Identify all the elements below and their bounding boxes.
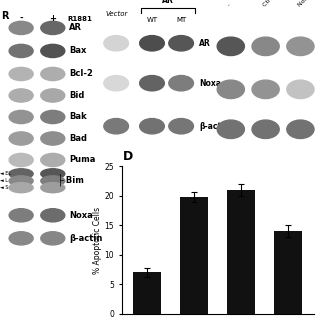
Text: B: B xyxy=(94,0,103,3)
Ellipse shape xyxy=(287,80,314,99)
Ellipse shape xyxy=(9,232,33,245)
Ellipse shape xyxy=(41,68,65,81)
Ellipse shape xyxy=(140,76,164,91)
Text: +: + xyxy=(49,14,56,23)
Text: Bid: Bid xyxy=(69,91,84,100)
Ellipse shape xyxy=(169,118,193,134)
Ellipse shape xyxy=(287,120,314,139)
Ellipse shape xyxy=(41,89,65,102)
Ellipse shape xyxy=(41,176,65,186)
Text: β-actin: β-actin xyxy=(199,122,229,131)
Ellipse shape xyxy=(169,36,193,51)
Text: ◄ EL: ◄ EL xyxy=(0,171,11,176)
Text: Noxa: Noxa xyxy=(69,211,93,220)
Text: WT: WT xyxy=(147,17,157,23)
Ellipse shape xyxy=(140,118,164,134)
Ellipse shape xyxy=(9,110,33,124)
Text: Noxa si: Noxa si xyxy=(297,0,317,8)
Text: ◄ S: ◄ S xyxy=(0,185,8,190)
Y-axis label: % Apoptotic Cells: % Apoptotic Cells xyxy=(92,206,101,274)
Ellipse shape xyxy=(41,232,65,245)
Ellipse shape xyxy=(104,118,128,134)
Ellipse shape xyxy=(9,169,33,179)
Ellipse shape xyxy=(140,36,164,51)
Ellipse shape xyxy=(41,21,65,35)
Bar xyxy=(180,197,208,314)
Ellipse shape xyxy=(252,80,279,99)
Ellipse shape xyxy=(9,153,33,167)
Ellipse shape xyxy=(9,21,33,35)
Text: -: - xyxy=(227,3,232,8)
Ellipse shape xyxy=(41,44,65,58)
Ellipse shape xyxy=(9,209,33,222)
Text: -: - xyxy=(19,14,23,23)
Text: Bad: Bad xyxy=(69,134,87,143)
Text: AR: AR xyxy=(69,23,82,32)
Bar xyxy=(133,272,161,314)
Ellipse shape xyxy=(104,36,128,51)
Text: R1881: R1881 xyxy=(67,16,92,22)
Bar xyxy=(227,190,255,314)
Ellipse shape xyxy=(252,37,279,56)
Ellipse shape xyxy=(104,76,128,91)
Ellipse shape xyxy=(9,176,33,186)
Text: Bax: Bax xyxy=(69,46,86,55)
Text: Puma: Puma xyxy=(69,156,95,164)
Text: AR: AR xyxy=(199,39,211,48)
Text: Ctrl si: Ctrl si xyxy=(262,0,278,8)
Ellipse shape xyxy=(9,68,33,81)
Ellipse shape xyxy=(41,209,65,222)
Ellipse shape xyxy=(41,183,65,193)
Text: Vector: Vector xyxy=(105,11,127,17)
Ellipse shape xyxy=(217,120,244,139)
Text: Noxa: Noxa xyxy=(199,79,221,88)
Text: Bak: Bak xyxy=(69,113,87,122)
Text: D: D xyxy=(123,150,133,164)
Bar xyxy=(274,231,302,314)
Text: R: R xyxy=(1,11,8,21)
Ellipse shape xyxy=(41,153,65,167)
Text: Bcl-2: Bcl-2 xyxy=(69,69,93,78)
Ellipse shape xyxy=(41,132,65,145)
Text: ◄ L: ◄ L xyxy=(0,178,8,183)
Ellipse shape xyxy=(217,80,244,99)
Text: MT: MT xyxy=(176,17,186,23)
Text: C: C xyxy=(209,0,218,3)
Ellipse shape xyxy=(169,76,193,91)
Ellipse shape xyxy=(9,183,33,193)
Ellipse shape xyxy=(9,44,33,58)
Ellipse shape xyxy=(287,37,314,56)
Ellipse shape xyxy=(9,132,33,145)
Text: AR: AR xyxy=(162,0,173,5)
Text: Bim: Bim xyxy=(63,176,84,185)
Ellipse shape xyxy=(9,89,33,102)
Ellipse shape xyxy=(41,169,65,179)
Ellipse shape xyxy=(252,120,279,139)
Ellipse shape xyxy=(217,37,244,56)
Ellipse shape xyxy=(41,110,65,124)
Text: β-actin: β-actin xyxy=(69,234,102,243)
